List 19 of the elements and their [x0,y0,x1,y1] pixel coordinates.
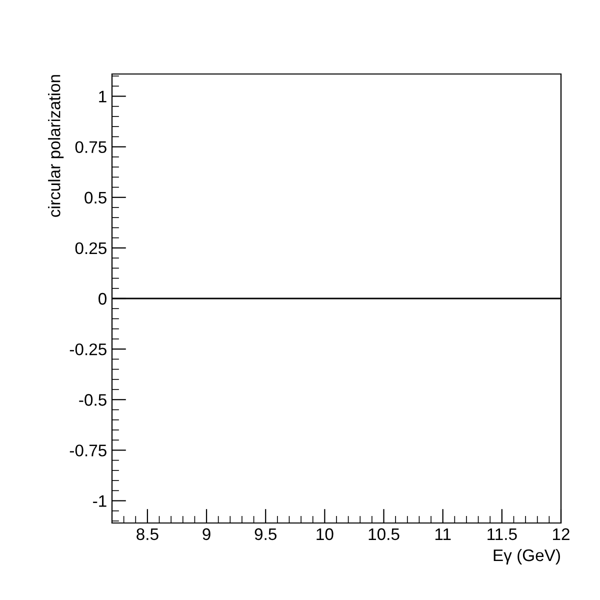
x-tick-label: 12 [553,528,570,540]
x-tick-label: 10.5 [368,528,400,540]
y-tick-label: 1 [99,90,106,102]
x-tick-label: 8.5 [136,528,158,540]
x-tick-label: 11 [435,528,451,540]
y-tick-label: -0.75 [70,444,106,456]
x-tick-label: 9.5 [254,528,276,540]
y-tick-label: -1 [93,495,106,507]
x-tick-label: 10 [316,528,334,540]
y-tick-label: 0 [98,292,106,305]
y-tick-label: -0.25 [70,343,106,356]
y-axis-title: circular polarization [48,75,64,217]
x-axis-title: Eγ (GeV) [494,548,560,564]
x-tick-label: 9 [202,528,210,540]
y-tick-label: 0.5 [84,192,106,204]
x-tick-label: 11.5 [488,528,517,540]
y-tick-label: -0.5 [79,394,106,406]
y-tick-label: 0.25 [75,242,106,254]
y-tick-label: 0.75 [75,141,106,154]
